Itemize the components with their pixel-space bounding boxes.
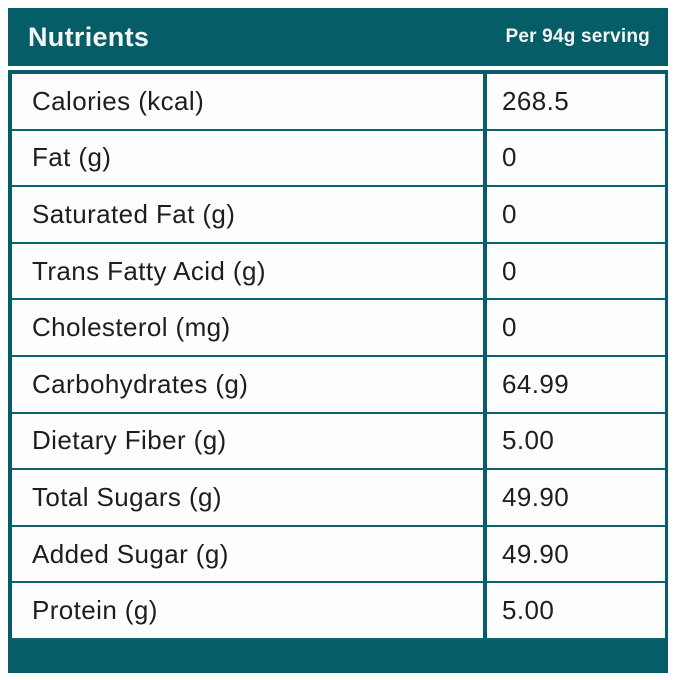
header-title: Nutrients bbox=[28, 21, 150, 52]
nutrients-table: Calories (kcal) 268.5 Fat (g) 0 Saturate… bbox=[8, 70, 668, 673]
row-label: Added Sugar (g) bbox=[32, 538, 229, 569]
header-serving-label: Per 94g serving bbox=[505, 26, 650, 47]
row-value: 0 bbox=[483, 300, 665, 355]
table-row: Trans Fatty Acid (g) 0 bbox=[12, 243, 665, 301]
row-value: 49.90 bbox=[483, 470, 665, 525]
row-label: Carbohydrates (g) bbox=[32, 368, 249, 399]
table-row: Added Sugar (g) 49.90 bbox=[12, 526, 665, 584]
row-value: 64.99 bbox=[483, 356, 665, 412]
table-footer-bar bbox=[8, 639, 668, 673]
row-value: 49.90 bbox=[483, 526, 665, 582]
row-label: Fat (g) bbox=[32, 142, 112, 173]
row-value: 0 bbox=[483, 130, 665, 186]
table-row: Calories (kcal) 268.5 bbox=[12, 74, 665, 131]
row-value: 5.00 bbox=[483, 413, 665, 469]
row-label: Dietary Fiber (g) bbox=[32, 425, 227, 456]
table-body: Calories (kcal) 268.5 Fat (g) 0 Saturate… bbox=[12, 74, 665, 640]
row-label: Total Sugars (g) bbox=[32, 481, 222, 512]
row-value: 5.00 bbox=[483, 583, 665, 638]
row-value: 0 bbox=[483, 187, 665, 242]
row-label: Saturated Fat (g) bbox=[32, 198, 236, 229]
table-row: Dietary Fiber (g) 5.00 bbox=[12, 413, 665, 471]
row-value: 268.5 bbox=[483, 74, 665, 129]
table-header: Nutrients Per 94g serving bbox=[8, 8, 668, 66]
nutrition-facts-panel: Nutrients Per 94g serving Calories (kcal… bbox=[8, 8, 668, 673]
row-label: Trans Fatty Acid (g) bbox=[32, 255, 266, 286]
table-row: Cholesterol (mg) 0 bbox=[12, 300, 665, 357]
table-row: Saturated Fat (g) 0 bbox=[12, 187, 665, 244]
row-label: Protein (g) bbox=[32, 595, 158, 626]
table-row: Total Sugars (g) 49.90 bbox=[12, 470, 665, 527]
row-value: 0 bbox=[483, 243, 665, 299]
table-row: Protein (g) 5.00 bbox=[12, 583, 665, 640]
table-row: Carbohydrates (g) 64.99 bbox=[12, 356, 665, 414]
row-label: Calories (kcal) bbox=[32, 85, 205, 116]
row-label: Cholesterol (mg) bbox=[32, 312, 231, 343]
table-row: Fat (g) 0 bbox=[12, 130, 665, 188]
